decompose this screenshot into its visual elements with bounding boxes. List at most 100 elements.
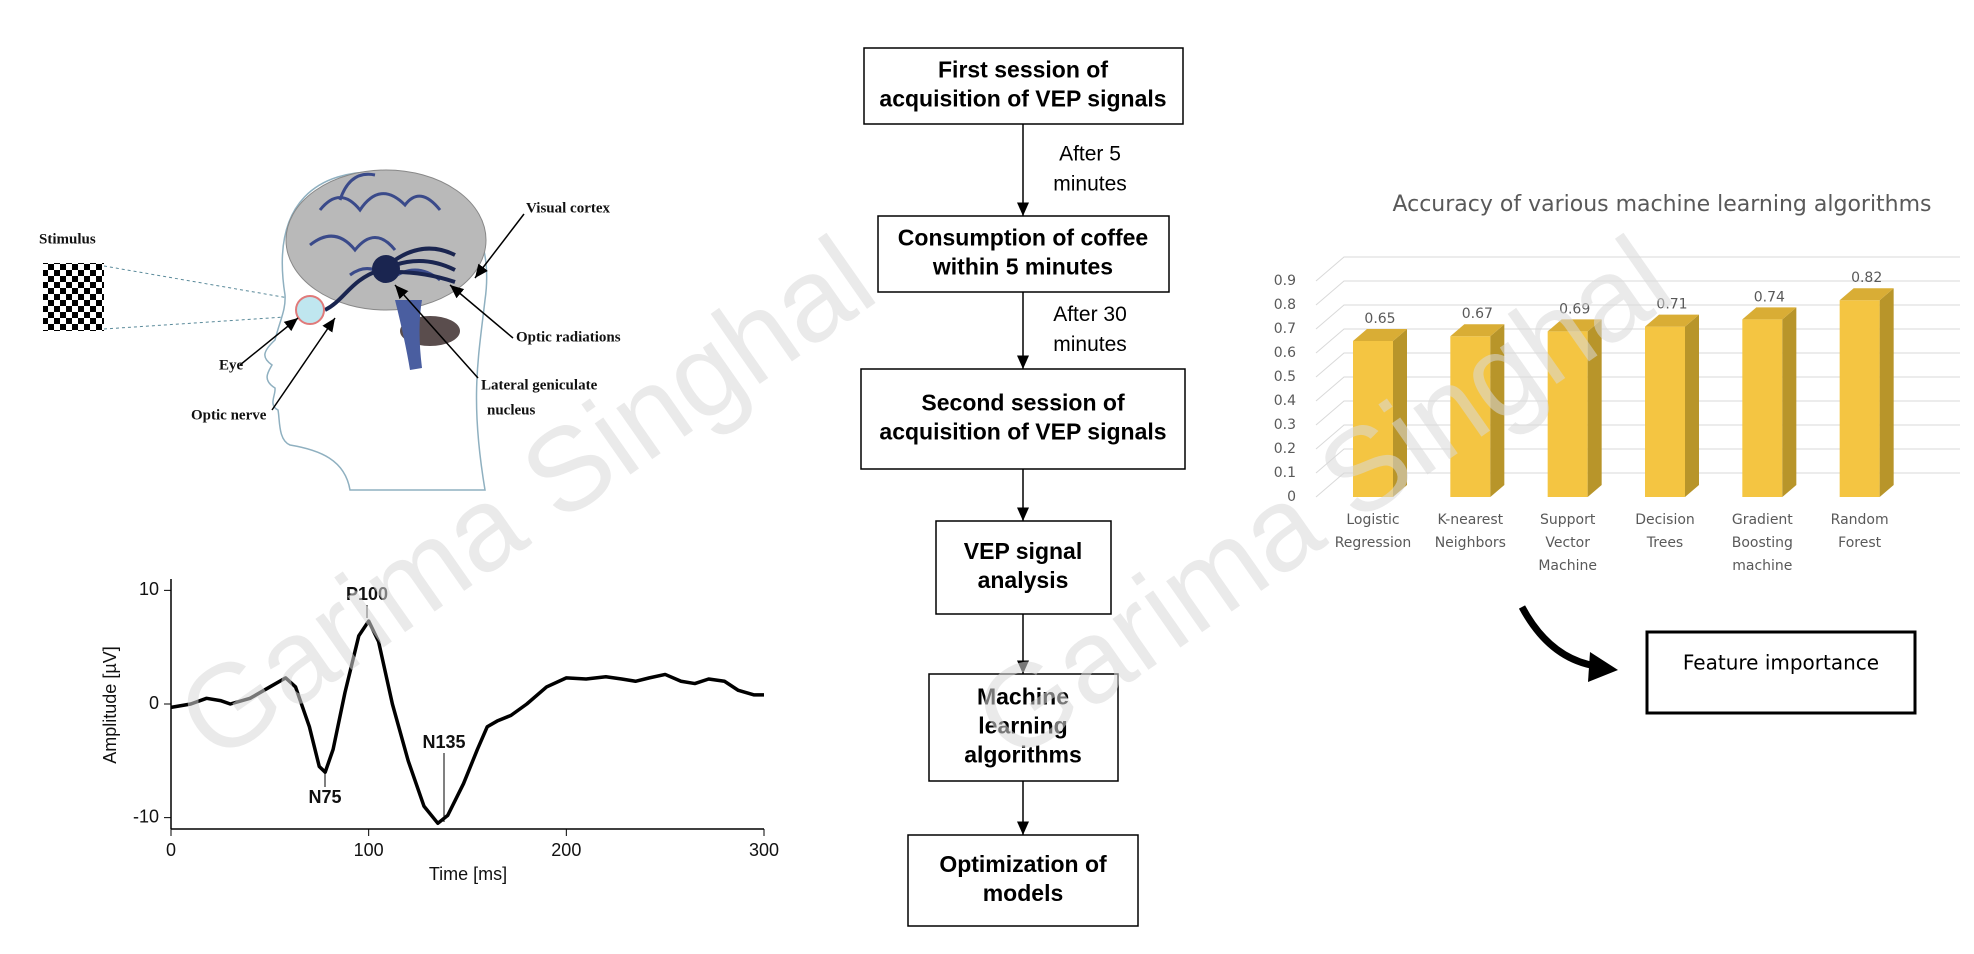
bar-side [1685, 314, 1699, 497]
y-tick-label: 0 [1287, 489, 1296, 505]
value-label: 0.71 [1656, 297, 1687, 313]
bar [1839, 300, 1880, 497]
y-tick-label: 0.1 [1274, 465, 1296, 481]
flow-text: within 5 minutes [932, 254, 1113, 280]
y-tick-label: 0.9 [1274, 273, 1296, 289]
annotation: N75 [308, 787, 341, 807]
category-label-box: Decision Trees [1635, 512, 1695, 551]
flow-text: analysis [978, 567, 1069, 593]
flow-box [877, 215, 1170, 293]
x-tick-label: 300 [749, 840, 779, 860]
watermark: Garima Singhal [155, 211, 897, 786]
edge-label: After 5 [1059, 143, 1121, 166]
pointer [394, 284, 479, 379]
vep-annotations: P100 N75 N135 Amplitude [µV] Time [ms] [100, 584, 507, 884]
edge-label: minutes [1053, 333, 1127, 356]
ray [103, 265, 301, 301]
bar-top [1353, 329, 1407, 341]
brain-illustration: Stimulus Visual cortex Eye Optic radiati… [39, 169, 621, 491]
flow-text: Second session of [921, 390, 1125, 416]
y-tick-label: 0 [149, 693, 159, 713]
bar [1353, 341, 1393, 497]
value-label: 0.82 [1851, 270, 1882, 286]
lgn-node [372, 255, 400, 283]
x-tick-label: Support Vector Machine [1538, 512, 1597, 574]
label: Eye [219, 357, 244, 373]
category-label-box: Random Forest [1831, 512, 1889, 551]
flow-text: First session of [938, 57, 1108, 83]
grid-line [1315, 280, 1960, 306]
x-tick-label: 100 [354, 840, 384, 860]
flow-text: algorithms [964, 742, 1082, 768]
label: nucleus [487, 402, 536, 418]
annotation: P100 [346, 584, 388, 604]
label: Lateral geniculate [481, 377, 598, 393]
sulci [309, 172, 442, 283]
bar [1742, 319, 1783, 497]
flow-text: Consumption of coffee [898, 225, 1148, 251]
flow-box [860, 368, 1186, 470]
flow-text: acquisition of VEP signals [879, 86, 1166, 112]
grid-line [1315, 304, 1960, 330]
bar-side [1782, 307, 1797, 497]
bar-top [1450, 324, 1505, 337]
flow-text: Machine [977, 684, 1069, 710]
category-label-box: K-nearest Neighbors [1435, 512, 1506, 551]
y-tick-label: 0.5 [1274, 369, 1296, 385]
x-tick-label: 0 [166, 840, 176, 860]
x-tick-label: Decision Trees [1635, 512, 1695, 551]
eye-ball [295, 295, 325, 325]
arrow-head [1588, 652, 1618, 682]
flow-text: Optimization of [939, 851, 1107, 877]
y-tick-label: 10 [139, 579, 159, 599]
brainstem [395, 300, 422, 370]
value-label: 0.69 [1559, 301, 1590, 317]
flow-text: learning [978, 713, 1067, 739]
label: Stimulus [39, 231, 96, 247]
bar [1645, 326, 1685, 497]
label: Optic radiations [516, 329, 621, 345]
category-label-box: Gradient Boosting machine [1731, 512, 1793, 574]
grid-line [1315, 256, 1960, 282]
flow-box [928, 673, 1119, 782]
chart-title: Accuracy of various machine learning alg… [1392, 192, 1931, 217]
flow-box [935, 520, 1112, 615]
category-label-box: Support Vector Machine [1538, 512, 1597, 574]
bar-top [1742, 307, 1797, 320]
checkerboard [43, 263, 104, 331]
y-tick-label: 0.2 [1274, 441, 1296, 457]
bar-top [1839, 288, 1894, 301]
y-tick-label: 0.4 [1274, 393, 1296, 409]
y-tick-label: 0.6 [1274, 345, 1296, 361]
label: Optic nerve [191, 407, 267, 423]
flow-text: models [983, 880, 1064, 906]
y-tick-label: 0.3 [1274, 417, 1296, 433]
y-tick-label: 0.8 [1274, 297, 1296, 313]
bar-side [1879, 288, 1894, 497]
pointer [449, 284, 514, 339]
x-tick-label: 200 [551, 840, 581, 860]
x-tick-label: Gradient Boosting machine [1731, 512, 1793, 574]
y-axis-label: Amplitude [µV] [100, 646, 120, 763]
pointer [474, 213, 525, 279]
pointer [271, 317, 336, 411]
pathway [324, 246, 456, 312]
flow-text: VEP signal [964, 538, 1082, 564]
bar [1450, 336, 1491, 497]
bar-top [1645, 314, 1699, 327]
bar-side [1490, 324, 1505, 497]
vep-curve [170, 619, 764, 826]
y-tick-label: 0.7 [1274, 321, 1296, 337]
edge-label: minutes [1053, 173, 1127, 196]
edge-label: After 30 [1053, 303, 1127, 326]
x-axis-label: Time [ms] [429, 864, 507, 884]
watermark: Garima Singhal [952, 211, 1694, 786]
category-label-box: Logistic Regression [1335, 512, 1412, 551]
ray [103, 315, 301, 330]
flow-box [907, 834, 1139, 927]
bar-top [1547, 319, 1602, 332]
bar-side [1587, 319, 1602, 497]
pointer [239, 317, 299, 366]
